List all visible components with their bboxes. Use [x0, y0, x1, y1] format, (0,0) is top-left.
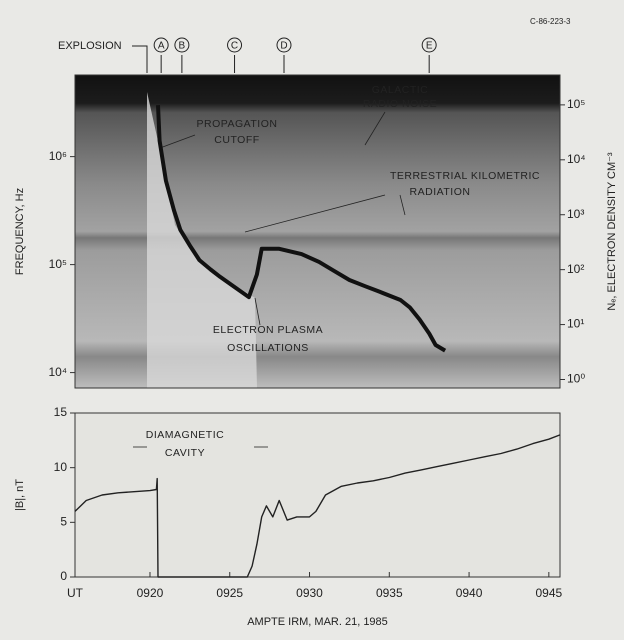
y-tick-label: 0 [60, 569, 67, 583]
x-tick-label: 0930 [296, 586, 323, 600]
x-tick-label: 0920 [137, 586, 164, 600]
figure-id: C-86-223-3 [530, 17, 571, 26]
annotation: DIAMAGNETIC [146, 429, 224, 441]
x-tick-label: 0940 [456, 586, 483, 600]
y-tick-label: 15 [54, 405, 68, 419]
y-axis-title: |B|, nT [14, 479, 26, 511]
annotation: PROPAGATION [197, 118, 278, 130]
y2-tick-label: 10² [567, 262, 584, 276]
x-tick-label: 0925 [216, 586, 243, 600]
x-origin-label: UT [67, 586, 84, 600]
y2-tick-label: 10⁰ [567, 372, 585, 386]
y2-axis-title: Nₑ, ELECTRON DENSITY CM⁻³ [606, 152, 618, 311]
annotation: OSCILLATIONS [227, 342, 309, 354]
event-label: C [231, 41, 238, 52]
y-tick-label: 10⁴ [48, 365, 67, 379]
y2-tick-label: 10⁴ [567, 152, 586, 166]
annotation: ELECTRON PLASMA [213, 324, 323, 336]
y2-tick-label: 10⁵ [567, 97, 585, 111]
event-label: E [426, 41, 433, 52]
annotation: TERRESTRIAL KILOMETRIC [390, 170, 540, 182]
annotation: CUTOFF [214, 134, 259, 146]
y-axis-title: FREQUENCY, Hz [14, 188, 26, 275]
x-axis-title: AMPTE IRM, MAR. 21, 1985 [247, 616, 388, 628]
y-tick-label: 10 [54, 460, 68, 474]
event-label: B [179, 41, 186, 52]
annotation: RADIO NOISE [363, 98, 437, 110]
y-tick-label: 10⁵ [49, 257, 67, 271]
event-label: D [280, 41, 287, 52]
figure: C-86-223-3 10⁴ 10⁵ 10⁶ 10⁰ 10¹ 10² 10³ 10⁴ 10⁵ Nₑ… [0, 0, 624, 640]
annotation: RADIATION [410, 186, 471, 198]
explosion-label: EXPLOSION [58, 40, 122, 52]
y-tick-label: 5 [60, 515, 67, 529]
y-tick-label: 10⁶ [49, 149, 67, 163]
y2-tick-label: 10¹ [567, 317, 584, 331]
x-tick-label: 0935 [376, 586, 403, 600]
annotation: CAVITY [165, 447, 205, 459]
y2-tick-label: 10³ [567, 207, 584, 221]
x-tick-label: 0945 [535, 586, 562, 600]
event-label: A [158, 41, 165, 52]
annotation: GALACTIC [372, 84, 429, 96]
